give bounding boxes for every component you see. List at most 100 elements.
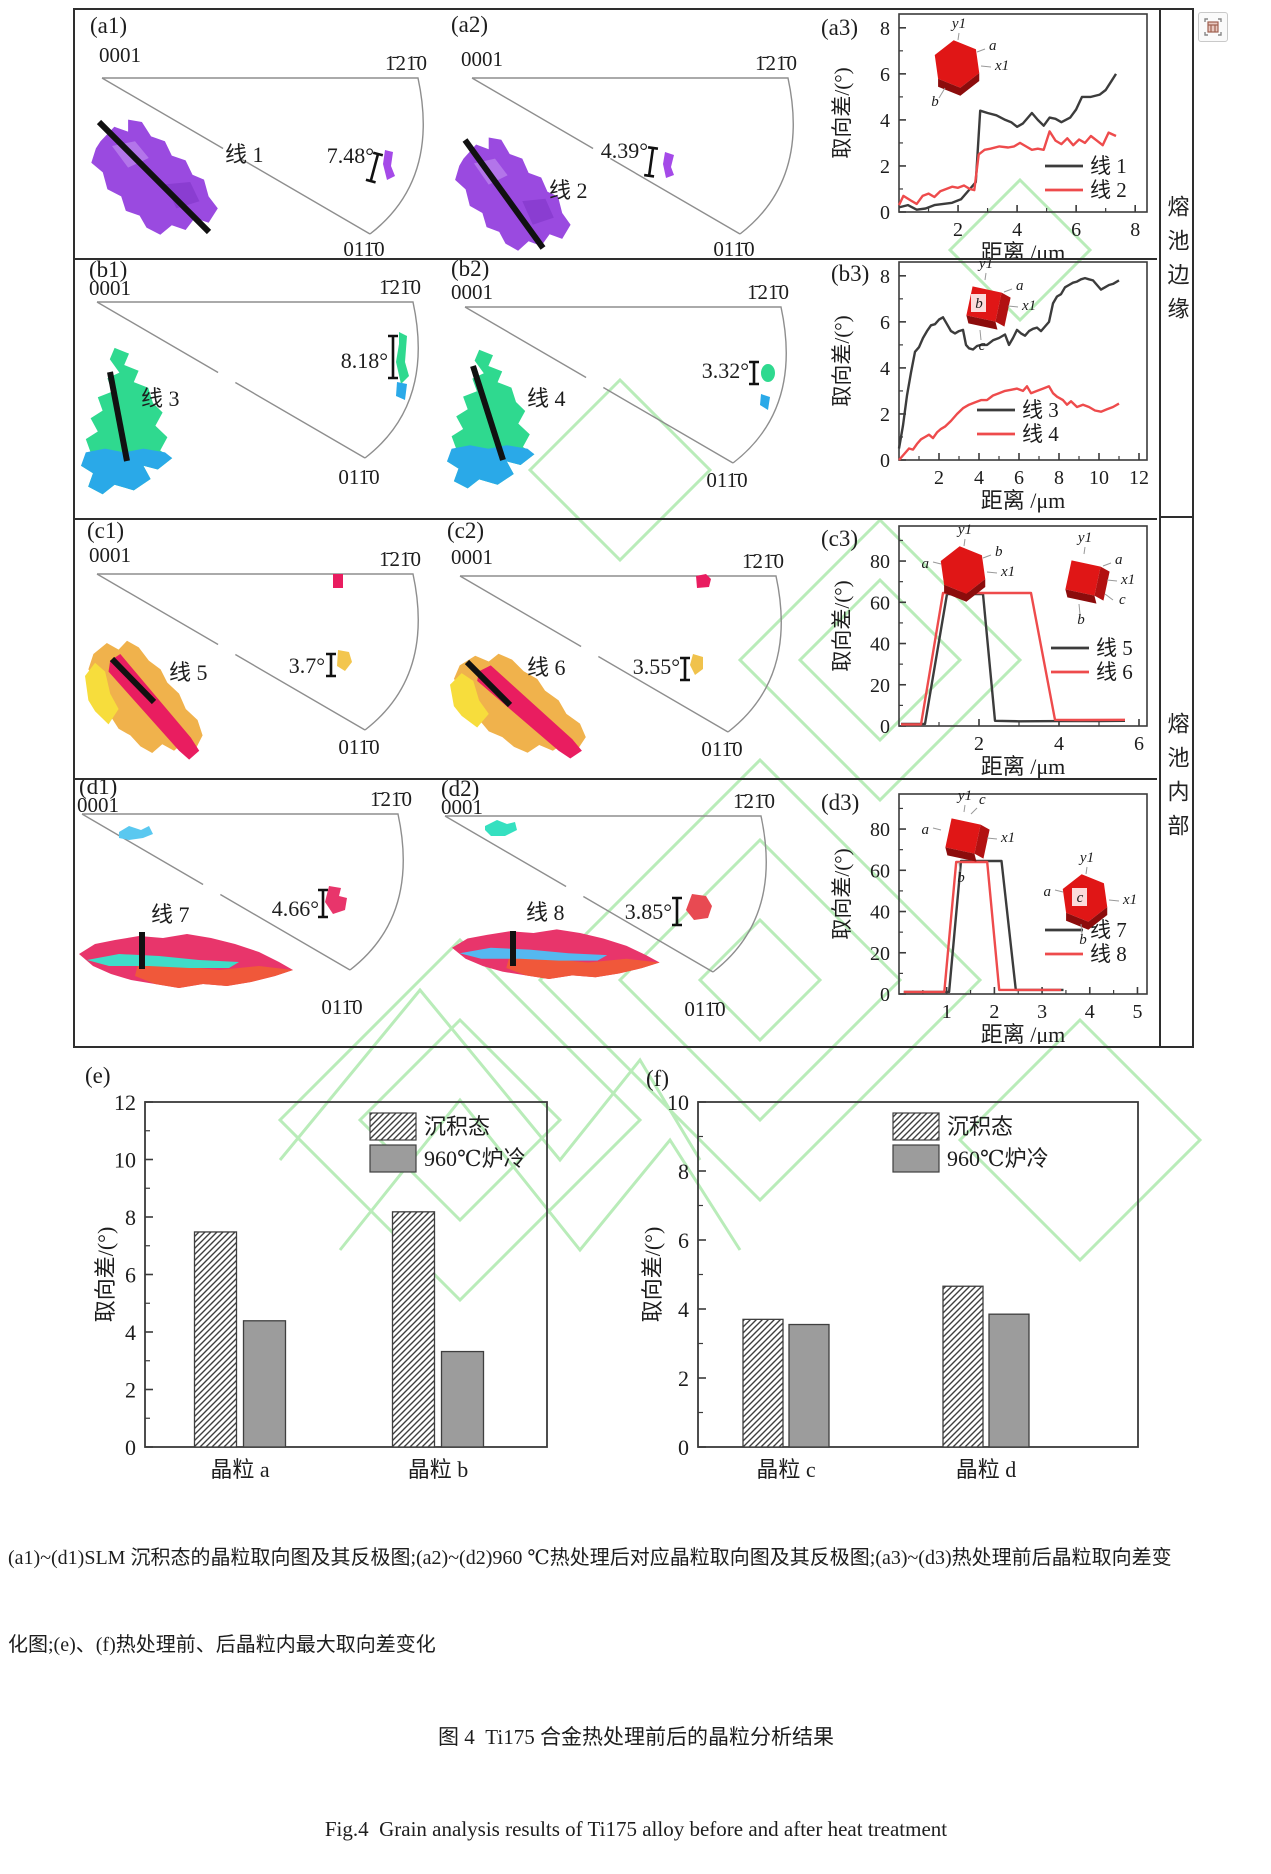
category-label: 晶粒 a: [210, 1457, 270, 1482]
panel-tag-c1: (c1): [87, 520, 124, 543]
pole-label-1210: 1̄21̄0: [385, 51, 427, 75]
pole-label-0110: 011̄0: [684, 997, 725, 1021]
crystal-axis-label: x1: [1021, 298, 1036, 314]
legend: 线 3线 4: [977, 398, 1059, 446]
y-tick-label: 0: [678, 1435, 689, 1460]
crystal-inset: y1 a x1 c b: [1065, 530, 1135, 628]
panel-tag-b1: (b1): [89, 260, 127, 282]
crystal-axis-label: a: [989, 38, 997, 54]
x-tick-label: 4: [1085, 1001, 1095, 1023]
scan-line-4: [470, 365, 506, 461]
pole-label-0001: 0001: [451, 545, 493, 569]
legend-label: 线 6: [1096, 660, 1133, 684]
bar-960℃炉冷-晶粒 a: [242, 1320, 287, 1448]
x-tick-label: 8: [1130, 219, 1140, 241]
pole-label-0001: 0001: [451, 280, 493, 304]
line-label-6: 线 6: [527, 655, 566, 680]
row-b: (b1) 0001 1̄21̄0 011̄0 线 3 8.18° (b2) 00…: [75, 260, 1157, 520]
x-tick-label: 2: [953, 219, 963, 241]
ipf-point-c2-top: [696, 574, 711, 588]
x-tick-label: 4: [974, 467, 984, 489]
panel-tag-f: (f): [646, 1066, 669, 1091]
line-label-8: 线 8: [526, 900, 565, 925]
ipf-point-d1-blue: [119, 826, 153, 840]
series-线 7: [903, 859, 1064, 994]
x-tick-label: 4: [1012, 219, 1022, 241]
series-线 2: [897, 130, 1117, 206]
axes: 0 2 4 6 8 2 4 6 8 10 12 取向差/(°) 距离 /μm: [830, 261, 1149, 513]
ipf-point-b2-green: [761, 364, 775, 382]
category-label: 晶粒 c: [756, 1457, 816, 1482]
y-tick-label: 2: [678, 1366, 689, 1391]
y-tick-label: 0: [880, 716, 890, 738]
pole-label-0110: 011̄0: [706, 468, 747, 492]
crystal-axis-label: y1: [950, 16, 966, 32]
angle-a1: 7.48°: [327, 143, 374, 168]
x-tick-label: 3: [1037, 1001, 1047, 1023]
row-c-canvas: (c1) 0001 1̄21̄0 011̄0 线 5 3.7° (c2) 000…: [85, 520, 1148, 778]
y-tick-label: 8: [678, 1159, 689, 1184]
bar-960℃炉冷-晶粒 b: [440, 1350, 485, 1448]
y-tick-label: 6: [880, 312, 890, 334]
crystal-axis-label: a: [1044, 884, 1052, 900]
axes: 0 2 4 6 8 10 取向差/(°) 晶粒 c 晶粒 d: [640, 1090, 1139, 1482]
y-tick-label: 4: [880, 358, 890, 380]
x-tick-label: 5: [1132, 1001, 1142, 1023]
legend: 线 7线 8: [1045, 918, 1127, 966]
y-tick-label: 8: [125, 1205, 136, 1230]
chart-b3: 0 2 4 6 8 2 4 6 8 10 12 取向差/(°) 距离 /μm 线 3线 4 y1 a x1 b c: [830, 260, 1149, 513]
row-d-canvas: (d1) 0001 1̄21̄0 011̄0 线 7 4.66° (d2) 00…: [77, 780, 1148, 1044]
x-tick-label: 1: [942, 1001, 952, 1023]
panel-tag-b3: (b3): [831, 261, 869, 286]
crystal-axis-label: y1: [956, 788, 972, 804]
panel-tag-a3: (a3): [821, 15, 858, 40]
crystal-axis-label: b: [931, 94, 939, 110]
pole-label-0001: 0001: [461, 47, 503, 71]
ipf-point-c1-top: [333, 574, 343, 588]
y-tick-label: 2: [880, 156, 890, 178]
x-tick-label: 4: [1054, 733, 1064, 755]
series-线 8: [903, 860, 1062, 994]
x-tick-label: 8: [1054, 467, 1064, 489]
x-axis-label: 距离 /μm: [981, 1022, 1066, 1044]
pole-label-1210: 1̄21̄0: [747, 280, 789, 304]
panel-tag-d3: (d3): [821, 790, 859, 815]
y-tick-label: 12: [114, 1090, 136, 1115]
y-tick-label: 60: [870, 860, 890, 882]
y-axis-label: 取向差/(°): [830, 67, 854, 158]
crystal-axis-label: c: [979, 338, 986, 354]
panel-tag-d2: (d2): [441, 780, 479, 801]
crystal-axis-label: x1: [1000, 564, 1015, 580]
scan-line-6: [464, 659, 513, 708]
line-label-3: 线 3: [141, 386, 180, 411]
line-label-7: 线 7: [151, 902, 190, 927]
x-tick-label: 6: [1134, 733, 1144, 755]
pole-label-0110: 011̄0: [343, 237, 384, 258]
image-frame-icon[interactable]: [1198, 12, 1228, 42]
y-tick-label: 6: [880, 64, 890, 86]
angle-marker-d2: [672, 896, 682, 927]
grain-map-c1: [85, 640, 203, 760]
crystal-inset: y1 a x1 b c: [966, 260, 1036, 354]
series-线 3: [897, 276, 1120, 449]
row-b-canvas: (b1) 0001 1̄21̄0 011̄0 线 3 8.18° (b2) 00…: [81, 260, 1149, 513]
ipf-point-d2-red: [686, 894, 712, 920]
line-label-1: 线 1: [225, 142, 264, 167]
crystal-axis-label: b: [975, 296, 983, 312]
x-tick-label: 10: [1089, 467, 1109, 489]
crystal-inset: y1 c a x1 b: [922, 788, 1016, 886]
ipf-point-b2-blue: [760, 394, 770, 410]
pole-label-0001: 0001: [89, 276, 131, 300]
crystal-axis-label: x1: [1000, 830, 1015, 846]
angle-marker-b1: [388, 334, 398, 380]
x-tick-label: 12: [1129, 467, 1149, 489]
ipf-point-d1-pink: [325, 886, 347, 914]
scan-line-3: [107, 371, 130, 462]
crystal-axis-label: a: [1016, 278, 1024, 294]
category-label: 晶粒 d: [956, 1457, 1017, 1482]
line-label-2: 线 2: [549, 178, 588, 203]
pole-label-0001: 0001: [441, 795, 483, 819]
pole-label-0110: 011̄0: [338, 465, 379, 489]
legend-label: 线 5: [1096, 636, 1133, 660]
y-tick-label: 0: [125, 1435, 136, 1460]
